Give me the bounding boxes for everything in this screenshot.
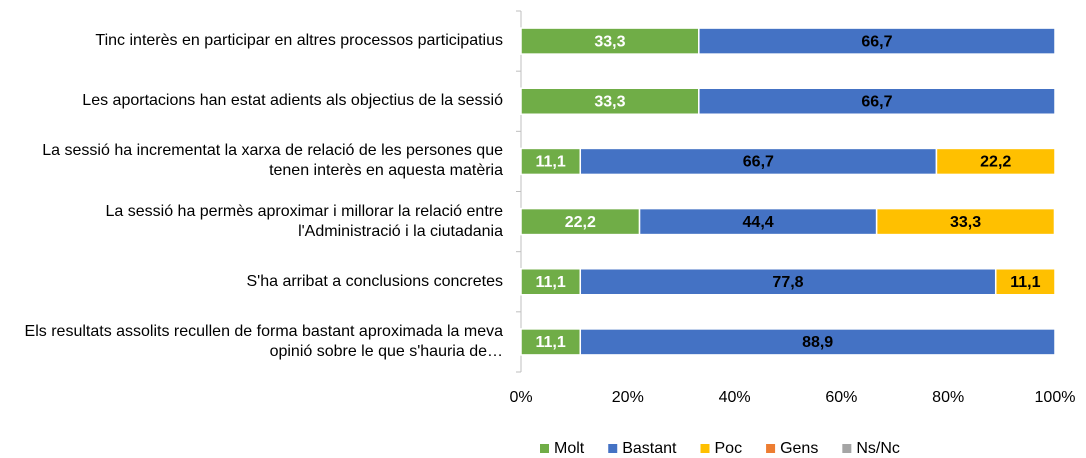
category-label: La sessió ha incrementat la xarxa de rel… xyxy=(42,142,503,180)
legend-label: Ns/Nc xyxy=(856,440,900,457)
data-label: 11,1 xyxy=(536,274,566,291)
bar-segment xyxy=(698,87,1056,115)
legend-swatch xyxy=(700,444,710,453)
bar-segment xyxy=(579,328,1056,356)
category-label: Les aportacions han estat adients als ob… xyxy=(82,92,503,110)
bar-segment xyxy=(935,147,1056,176)
bar-segment xyxy=(994,268,1056,296)
bar-segment xyxy=(520,268,582,296)
bar-segment xyxy=(520,207,641,236)
legend-swatch xyxy=(842,444,852,453)
data-label: 11,1 xyxy=(1010,274,1040,291)
data-label: 11,1 xyxy=(536,334,566,351)
data-label: 66,7 xyxy=(861,33,892,50)
legend-label: Bastant xyxy=(622,440,677,457)
bar-segment xyxy=(875,207,1056,236)
data-label: 77,8 xyxy=(772,274,803,291)
bar-segment xyxy=(520,328,582,356)
data-label: 22,2 xyxy=(980,154,1011,171)
category-label: S'ha arribat a conclusions concretes xyxy=(246,272,503,290)
bar-segment xyxy=(579,147,938,176)
category-label: La sessió ha permès aproximar i millorar… xyxy=(105,202,504,240)
legend-label: Poc xyxy=(715,440,743,457)
category-label: Els resultats assolits recullen de forma… xyxy=(24,322,503,360)
x-tick-label: 40% xyxy=(719,389,751,406)
x-tick-label: 100% xyxy=(1035,389,1076,406)
bar-segment xyxy=(698,27,1056,55)
data-label: 33,3 xyxy=(594,33,625,50)
bar-segment xyxy=(638,207,878,236)
data-label: 44,4 xyxy=(743,214,774,231)
data-label: 66,7 xyxy=(861,93,892,110)
x-tick-label: 80% xyxy=(932,389,964,406)
data-label: 33,3 xyxy=(594,93,625,110)
x-tick-label: 20% xyxy=(612,389,644,406)
data-label: 11,1 xyxy=(536,154,566,171)
legend-label: Gens xyxy=(780,440,818,457)
data-label: 33,3 xyxy=(950,214,981,231)
legend-swatch xyxy=(608,444,618,453)
legend-swatch xyxy=(766,444,776,453)
legend-label: Molt xyxy=(554,440,585,457)
data-label: 22,2 xyxy=(565,214,596,231)
x-tick-label: 60% xyxy=(825,389,857,406)
data-label: 66,7 xyxy=(743,154,774,171)
category-label: Tinc interès en participar en altres pro… xyxy=(95,32,503,49)
bar-segment xyxy=(520,147,582,176)
legend-swatch xyxy=(540,444,549,453)
data-label: 88,9 xyxy=(802,334,833,351)
x-tick-label: 0% xyxy=(509,389,532,406)
